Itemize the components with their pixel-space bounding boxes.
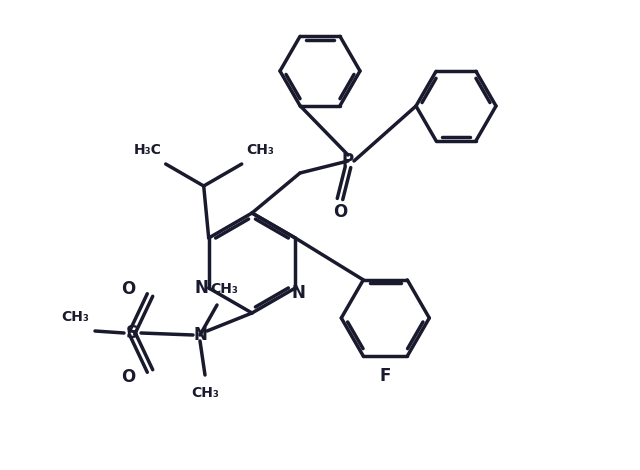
Text: O: O	[121, 368, 135, 386]
Text: CH₃: CH₃	[191, 386, 219, 400]
Text: CH₃: CH₃	[61, 310, 89, 324]
Text: O: O	[333, 203, 347, 221]
Text: CH₃: CH₃	[246, 143, 274, 157]
Text: H₃C: H₃C	[134, 143, 162, 157]
Text: N: N	[291, 284, 305, 302]
Text: O: O	[121, 280, 135, 298]
Text: CH₃: CH₃	[210, 282, 238, 296]
Text: P: P	[342, 152, 354, 170]
Text: N: N	[195, 279, 209, 297]
Text: S: S	[125, 324, 138, 342]
Text: N: N	[193, 326, 207, 344]
Text: F: F	[380, 367, 391, 385]
